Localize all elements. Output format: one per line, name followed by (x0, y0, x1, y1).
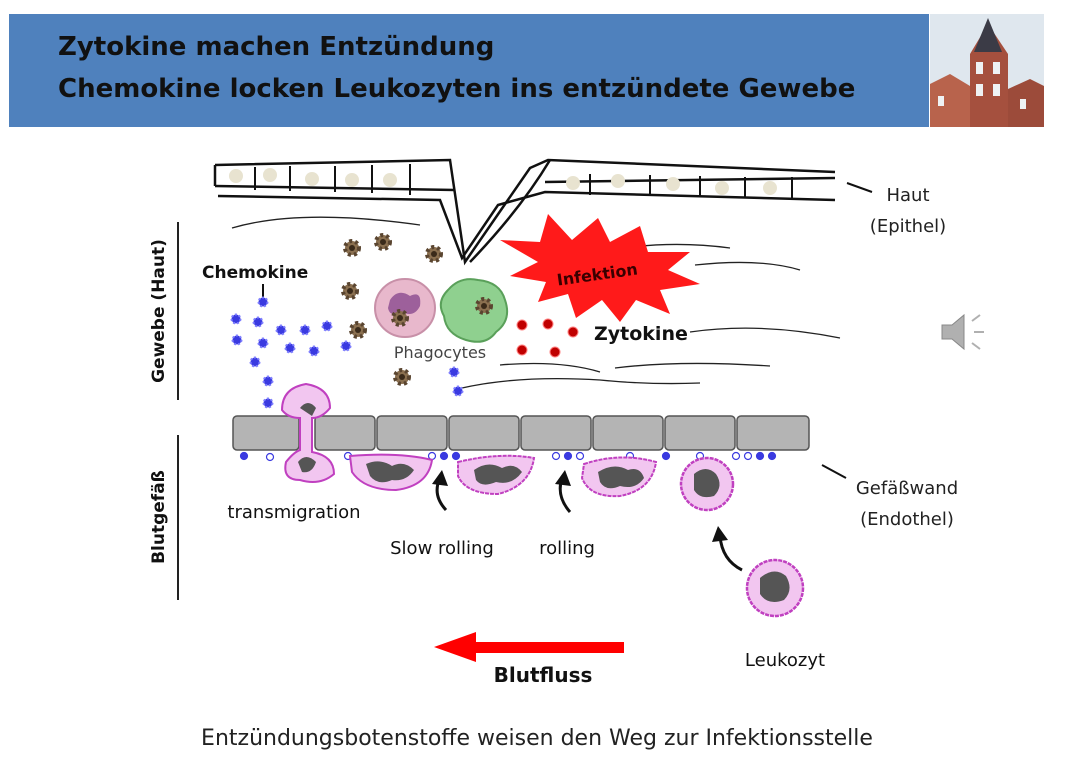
tethering-leukocyte (679, 456, 735, 512)
tower-building-photo (930, 14, 1044, 127)
label-slow-rolling: Slow rolling (390, 538, 494, 559)
label-leukozyt: Leukozyt (745, 650, 825, 671)
label-endothel: (Endothel) (860, 509, 954, 530)
blutfluss-arrow (434, 632, 624, 662)
gefaesswand-pointer (821, 464, 847, 479)
slow-rolling-leukocyte (457, 454, 536, 496)
adherent-leukocyte (348, 453, 434, 492)
label-zytokine: Zytokine (594, 323, 688, 345)
rolling-leukocyte (580, 456, 658, 498)
label-epithel: (Epithel) (870, 216, 946, 237)
transmigrating-leukocyte (280, 382, 336, 483)
label-gefaesswand: Gefäßwand (856, 478, 958, 499)
title-banner (9, 14, 929, 127)
bacteria (341, 233, 443, 386)
zytokine-dots (516, 318, 579, 358)
epithelium-nuclei (229, 168, 777, 195)
label-gewebe-axis: Gewebe (Haut) (149, 239, 169, 383)
adhesion-molecules (239, 451, 777, 462)
label-blutgefaess-axis: Blutgefäß (149, 470, 169, 564)
phagocyte-macrophage (439, 278, 509, 343)
tissue-fibers (231, 216, 841, 389)
label-transmigration: transmigration (227, 502, 360, 523)
speaker-icon[interactable] (936, 307, 996, 357)
epithelium-skin (213, 158, 836, 266)
label-rolling: rolling (539, 538, 595, 559)
chemokine-dots (230, 296, 464, 409)
infection-star (500, 214, 700, 322)
arrow-heads (432, 470, 728, 542)
phagocyte-neutrophil (374, 278, 436, 338)
slide-title-line-2: Chemokine locken Leukozyten ins entzünde… (58, 74, 856, 104)
slide-title-line-1: Zytokine machen Entzündung (58, 32, 495, 62)
label-chemokine: Chemokine (202, 263, 308, 283)
endothelium (232, 415, 810, 451)
label-haut: Haut (886, 185, 929, 206)
slide-caption: Entzündungsbotenstoffe weisen den Weg zu… (201, 726, 873, 751)
haut-pointer (846, 182, 873, 193)
label-phagocytes: Phagocytes (394, 343, 486, 362)
label-blutfluss: Blutfluss (494, 663, 593, 687)
free-leukocyte (745, 558, 805, 618)
